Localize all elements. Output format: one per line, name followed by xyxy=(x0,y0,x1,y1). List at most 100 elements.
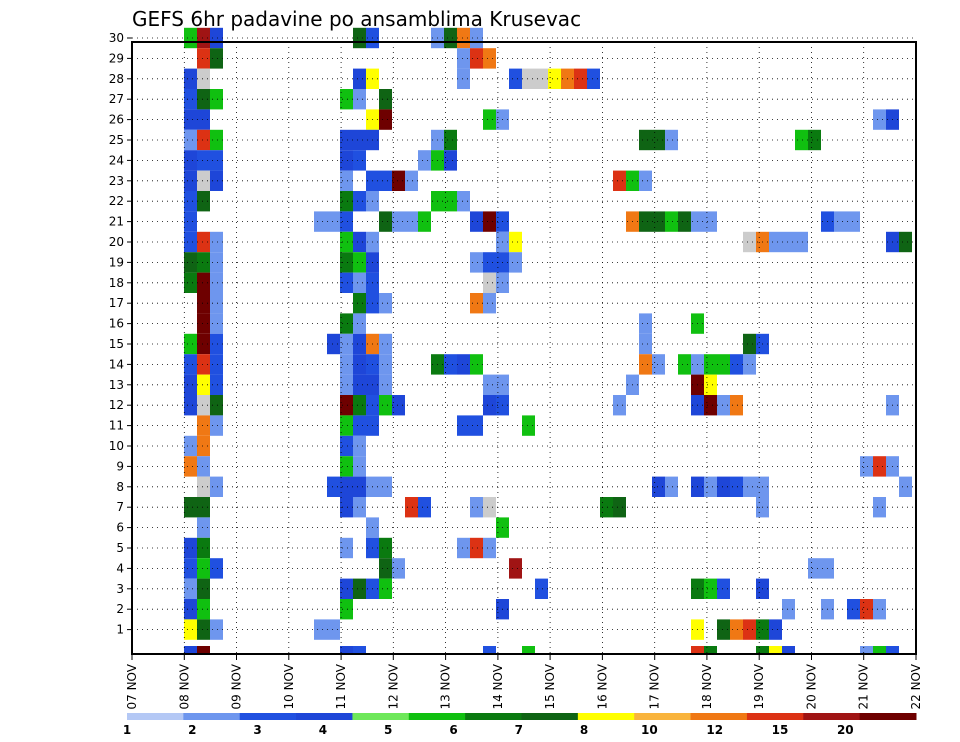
heatmap-cell xyxy=(665,211,678,232)
heatmap-cell xyxy=(353,191,366,212)
heatmap-cell xyxy=(353,252,366,273)
heatmap-cell xyxy=(314,619,327,640)
heatmap-cell xyxy=(340,599,353,620)
heatmap-cell xyxy=(353,415,366,436)
heatmap-cell xyxy=(691,646,704,654)
y-tick-label: 21 xyxy=(109,215,124,229)
heatmap-cell xyxy=(184,646,197,654)
heatmap-cell xyxy=(340,211,353,232)
heatmap-cell xyxy=(483,293,496,314)
heatmap-cell xyxy=(860,646,873,654)
heatmap-cell xyxy=(704,476,717,497)
x-tick-label: 20 NOV xyxy=(805,663,819,709)
heatmap-cell xyxy=(340,333,353,355)
heatmap-cell xyxy=(743,619,756,640)
heatmap-cell xyxy=(197,415,210,436)
heatmap-cell xyxy=(184,395,197,416)
heatmap-cell xyxy=(613,395,626,416)
heatmap-cell xyxy=(197,497,210,518)
heatmap-cell xyxy=(652,129,665,151)
y-tick-label: 5 xyxy=(116,541,124,555)
y-tick-label: 9 xyxy=(116,459,124,473)
heatmap-cell xyxy=(444,354,457,375)
heatmap-cell xyxy=(210,150,223,171)
heatmap-cell xyxy=(639,129,652,151)
heatmap-cell xyxy=(197,333,210,355)
x-tick-label: 08 NOV xyxy=(177,663,191,709)
colorbar-label: 4 xyxy=(319,723,327,737)
heatmap-cell xyxy=(756,646,769,654)
y-tick-label: 19 xyxy=(109,255,124,269)
heatmap-cell xyxy=(444,27,457,49)
heatmap-cell xyxy=(665,129,678,151)
heatmap-cell xyxy=(353,395,366,416)
heatmap-cell xyxy=(717,395,730,416)
heatmap-cell xyxy=(470,415,483,436)
heatmap-cell xyxy=(184,191,197,212)
y-tick-label: 25 xyxy=(109,133,124,147)
colorbar-label: 10 xyxy=(641,723,658,737)
heatmap-cell xyxy=(210,333,223,355)
heatmap-cell xyxy=(795,129,808,151)
heatmap-cell xyxy=(405,211,418,232)
heatmap-cell xyxy=(340,129,353,151)
heatmap-cell xyxy=(184,170,197,191)
heatmap-cell xyxy=(483,211,496,232)
y-tick-label: 14 xyxy=(109,357,124,371)
heatmap-cell xyxy=(782,646,795,654)
heatmap-cell xyxy=(470,211,483,232)
heatmap-cell xyxy=(353,313,366,334)
heatmap-cell xyxy=(184,109,197,130)
heatmap-cell xyxy=(730,476,743,497)
heatmap-cell xyxy=(652,476,665,497)
y-tick-label: 3 xyxy=(116,582,124,596)
heatmap-cell xyxy=(730,354,743,375)
y-tick-label: 16 xyxy=(109,317,124,331)
heatmap-cell xyxy=(340,89,353,110)
heatmap-cell xyxy=(340,231,353,253)
y-tick-label: 7 xyxy=(116,500,124,514)
heatmap-cell xyxy=(184,252,197,273)
heatmap-cell xyxy=(704,211,717,232)
y-tick-label: 1 xyxy=(116,623,124,637)
heatmap-cell xyxy=(340,578,353,599)
x-tick-label: 09 NOV xyxy=(230,663,244,709)
heatmap-cell xyxy=(509,558,522,579)
heatmap-cell xyxy=(184,150,197,171)
heatmap-cell xyxy=(379,211,392,232)
heatmap-cell xyxy=(327,476,340,497)
heatmap-cell xyxy=(210,129,223,151)
heatmap-cell xyxy=(197,89,210,110)
heatmap-cell xyxy=(184,599,197,620)
heatmap-cell xyxy=(379,476,392,497)
heatmap-cell xyxy=(197,619,210,640)
heatmap-cell xyxy=(613,497,626,518)
heatmap-cell xyxy=(353,476,366,497)
heatmap-cell xyxy=(457,354,470,375)
y-tick-label: 13 xyxy=(109,378,124,392)
heatmap-cell xyxy=(184,129,197,151)
heatmap-cell xyxy=(470,537,483,559)
x-tick-label: 14 NOV xyxy=(491,663,505,709)
heatmap-cell xyxy=(873,109,886,130)
heatmap-cell xyxy=(392,211,405,232)
heatmap-cell xyxy=(210,313,223,334)
colorbar-swatch xyxy=(352,713,410,720)
heatmap-cell xyxy=(808,558,821,579)
y-tick-label: 4 xyxy=(116,561,124,575)
colorbar-swatch xyxy=(803,713,861,720)
colorbar-label: 15 xyxy=(772,723,789,737)
heatmap-cell xyxy=(197,231,210,253)
heatmap-cell xyxy=(886,646,899,654)
heatmap-cell xyxy=(522,68,535,89)
heatmap-cell xyxy=(184,89,197,110)
heatmap-cell xyxy=(184,619,197,640)
heatmap-cell xyxy=(418,150,431,171)
heatmap-cell xyxy=(743,476,756,497)
heatmap-cell xyxy=(340,252,353,273)
heatmap-cell xyxy=(184,68,197,89)
heatmap-cell xyxy=(353,435,366,457)
heatmap-cell xyxy=(210,48,223,69)
heatmap-cell xyxy=(210,558,223,579)
